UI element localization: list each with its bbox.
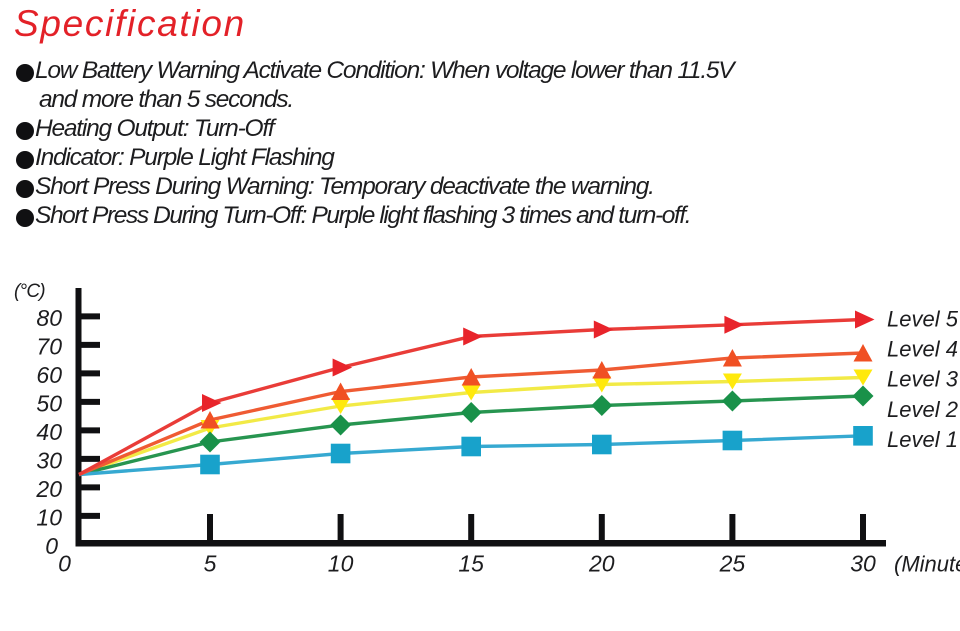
svg-text:40: 40 [36,419,62,445]
svg-text:50: 50 [36,390,62,416]
svg-text:20: 20 [588,551,615,577]
svg-text:10: 10 [328,551,354,577]
svg-text:30: 30 [36,447,62,473]
svg-text:0: 0 [45,533,58,559]
svg-text:5: 5 [204,551,217,577]
svg-text:25: 25 [719,551,746,577]
svg-text:20: 20 [35,476,62,502]
svg-text:Level 1: Level 1 [887,427,958,452]
svg-text:30: 30 [850,551,876,577]
svg-text:Level 3: Level 3 [887,367,959,392]
svg-text:0: 0 [58,551,71,577]
svg-text:80: 80 [36,305,62,331]
svg-text:(Minutes): (Minutes) [894,552,960,577]
svg-text:Level 4: Level 4 [887,337,958,362]
svg-text:10: 10 [36,504,62,530]
svg-text:(°C): (°C) [14,281,45,302]
svg-text:15: 15 [458,551,484,577]
svg-text:70: 70 [36,333,62,359]
svg-text:Level 2: Level 2 [887,397,958,422]
svg-text:Level 5: Level 5 [887,307,959,332]
svg-text:60: 60 [36,362,62,388]
